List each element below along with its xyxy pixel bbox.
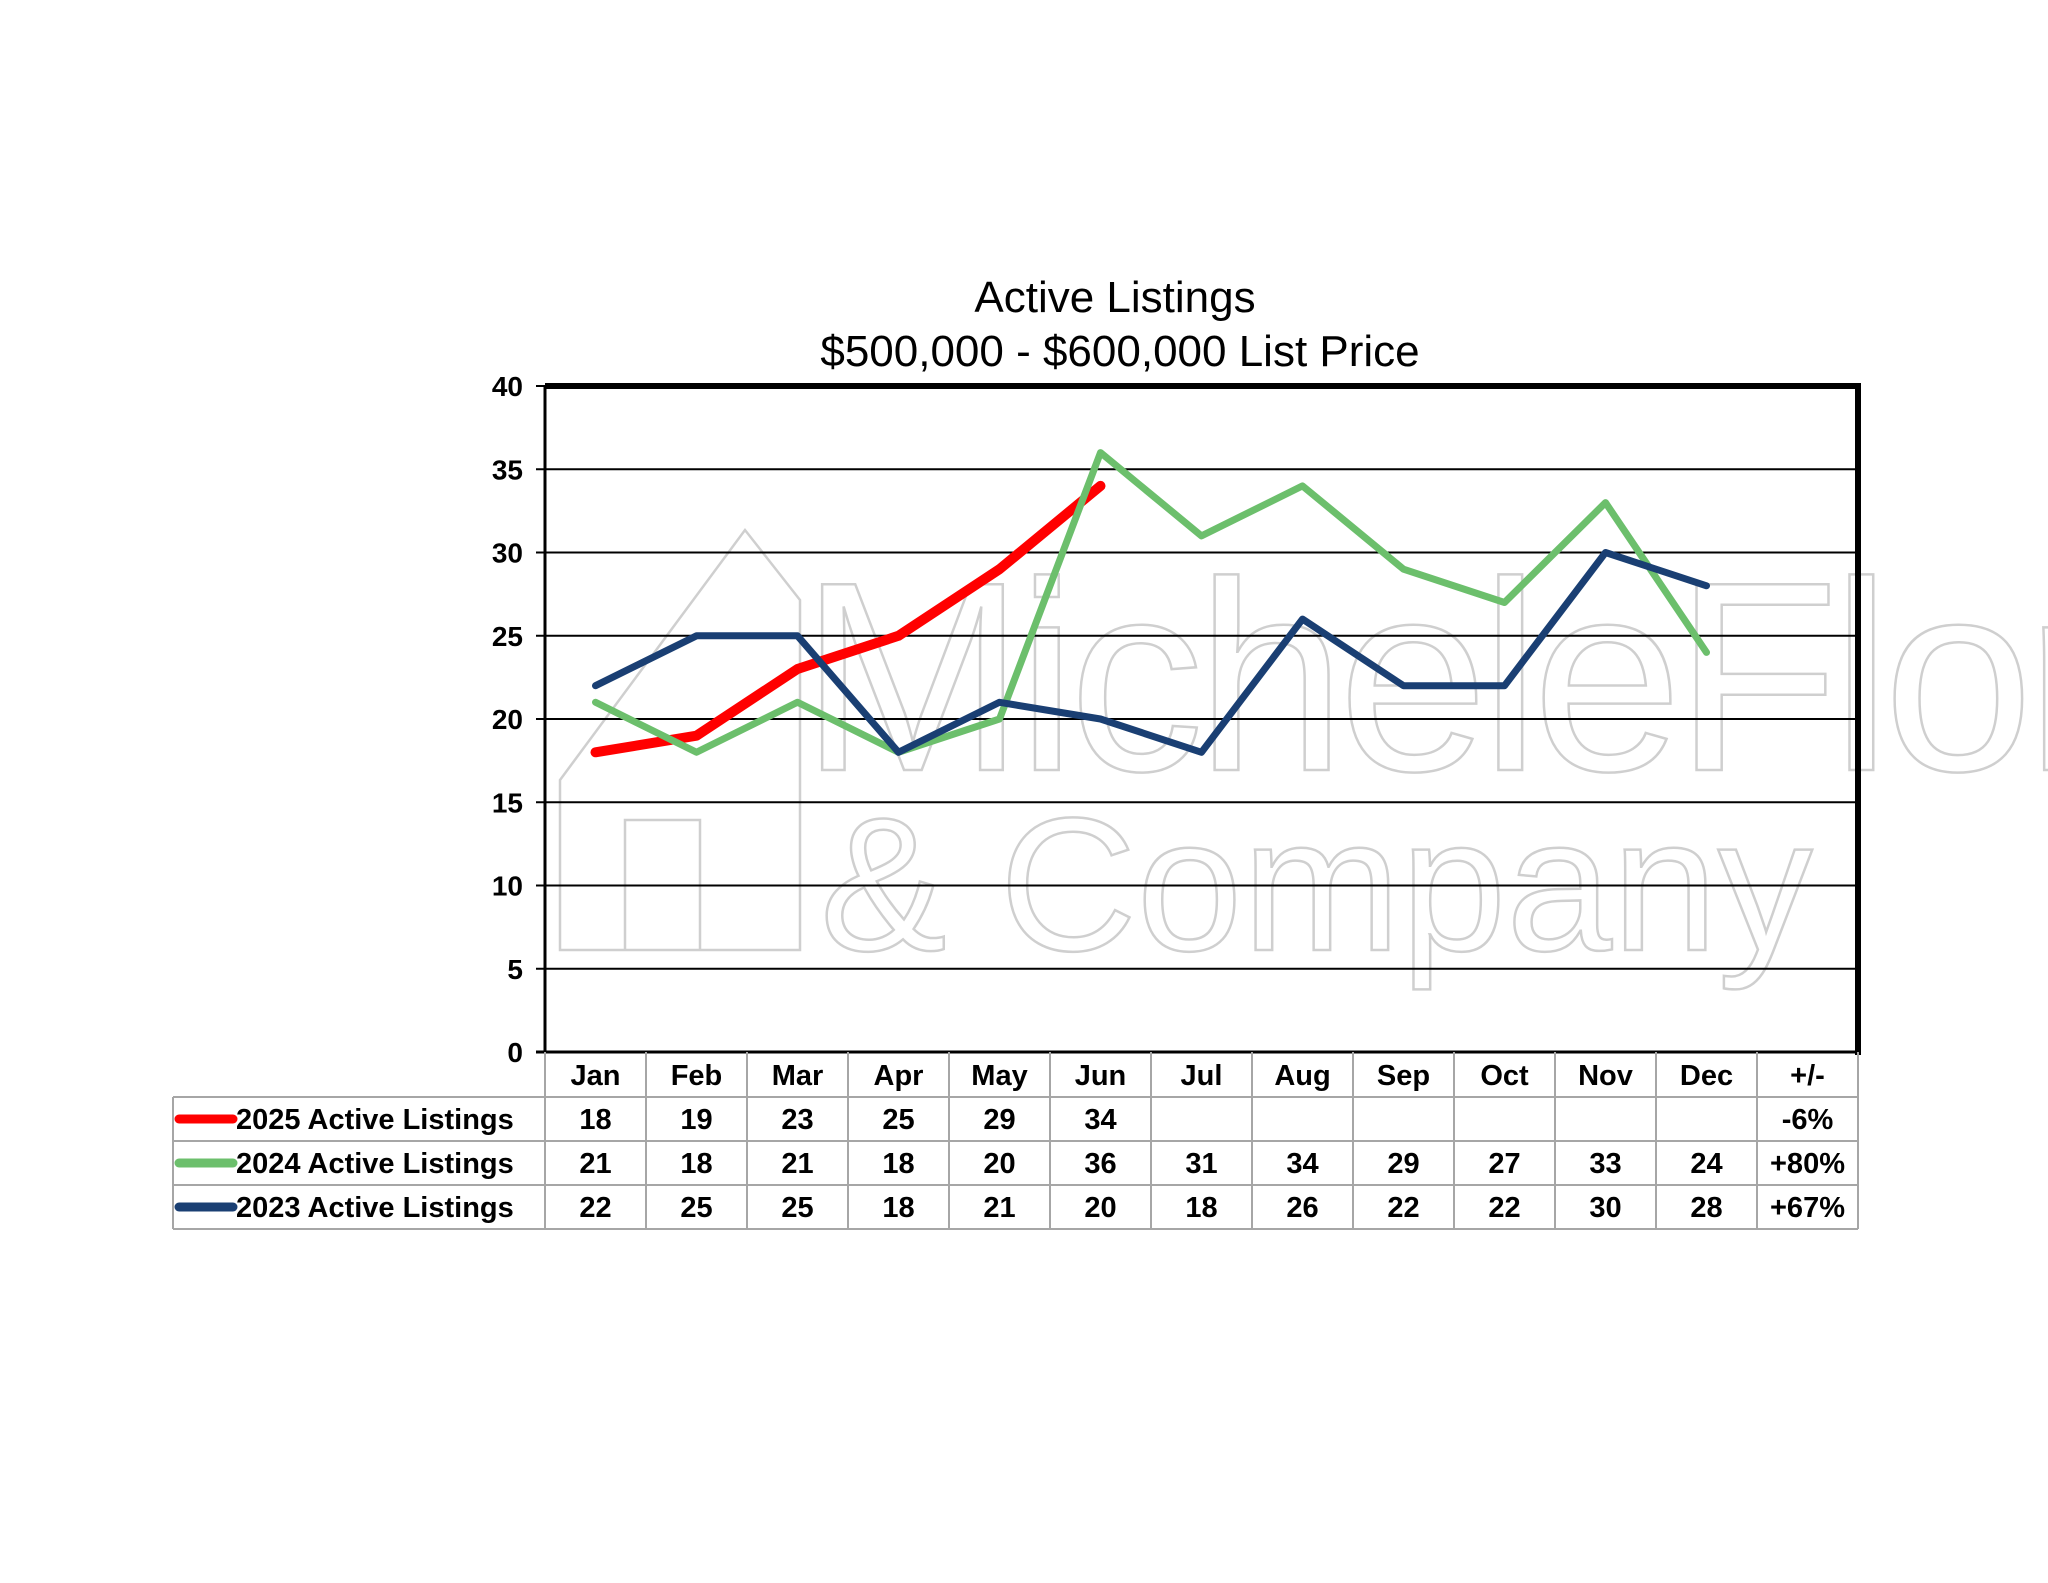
data-label: 33 (1589, 1148, 1621, 1180)
x-category-label: Oct (1480, 1060, 1529, 1092)
y-axis: 0 5 10 15 20 25 30 35 40 (492, 371, 545, 1068)
y-tick-label: 30 (492, 538, 523, 569)
data-label: 22 (1387, 1192, 1419, 1224)
data-label: 20 (1084, 1192, 1116, 1224)
y-tick-label: 0 (507, 1037, 523, 1068)
series-line-1 (592, 449, 1710, 756)
y-tick-label: 40 (492, 371, 523, 402)
data-label: 18 (1185, 1192, 1217, 1224)
change-value: +80% (1770, 1148, 1845, 1180)
data-label: 36 (1084, 1148, 1116, 1180)
y-tick-label: 5 (507, 954, 523, 985)
table-row: 2023 Active Listings 22 25 25 18 21 20 18 26 22 22… (174, 1192, 1845, 1224)
legend-label: 2024 Active Listings (236, 1148, 514, 1180)
data-table: Jan Feb Mar Apr May Jun Jul Aug Sep Oct Nov Dec +/- 2… (172, 1052, 1859, 1230)
data-label: 18 (680, 1148, 712, 1180)
x-category-label: Sep (1377, 1060, 1430, 1092)
watermark-house-icon (558, 527, 802, 952)
x-category-label: May (971, 1060, 1027, 1092)
data-label: 30 (1589, 1192, 1621, 1224)
change-value: -6% (1782, 1104, 1834, 1136)
data-label: 19 (680, 1104, 712, 1136)
data-label: 29 (983, 1104, 1015, 1136)
chart-title: Active Listings (974, 273, 1255, 322)
data-label: 21 (983, 1192, 1015, 1224)
x-category-label: Aug (1274, 1060, 1330, 1092)
x-category-label: Dec (1680, 1060, 1733, 1092)
data-label: 18 (882, 1148, 914, 1180)
data-label: 26 (1286, 1192, 1318, 1224)
data-label: 28 (1690, 1192, 1722, 1224)
series-lines (590, 449, 1710, 758)
data-label: 22 (1488, 1192, 1520, 1224)
data-label: 25 (882, 1104, 914, 1136)
change-column-header: +/- (1790, 1060, 1825, 1092)
table-row: 2024 Active Listings 21 18 21 18 20 36 31 34 29 27… (174, 1148, 1845, 1180)
legend-label: 2025 Active Listings (236, 1104, 514, 1136)
data-label: 23 (781, 1104, 813, 1136)
data-label: 25 (680, 1192, 712, 1224)
y-tick-label: 35 (492, 454, 523, 485)
data-label: 29 (1387, 1148, 1419, 1180)
data-label: 21 (579, 1148, 611, 1180)
data-label: 21 (781, 1148, 813, 1180)
series-line-2 (592, 549, 1710, 756)
series-line-0 (590, 480, 1106, 758)
data-label: 34 (1286, 1148, 1318, 1180)
x-category-label: Apr (874, 1060, 924, 1092)
x-category-label: Jan (571, 1060, 621, 1092)
data-label: 18 (579, 1104, 611, 1136)
table-row: 2025 Active Listings 18 19 23 25 29 34 -6% (174, 1104, 1834, 1136)
x-category-label: Nov (1578, 1060, 1633, 1092)
x-category-label: Mar (772, 1060, 824, 1092)
legend-label: 2023 Active Listings (236, 1192, 514, 1224)
y-tick-label: 10 (492, 871, 523, 902)
data-label: 34 (1084, 1104, 1116, 1136)
data-label: 24 (1690, 1148, 1722, 1180)
x-category-label: Jul (1181, 1060, 1223, 1092)
y-tick-label: 20 (492, 704, 523, 735)
data-label: 27 (1488, 1148, 1520, 1180)
change-value: +67% (1770, 1192, 1845, 1224)
data-label: 31 (1185, 1148, 1217, 1180)
data-label: 20 (983, 1148, 1015, 1180)
chart-subtitle: $500,000 - $600,000 List Price (820, 327, 1419, 376)
data-label: 22 (579, 1192, 611, 1224)
watermark: MicheleFlory & Company (558, 526, 2048, 992)
data-label: 25 (781, 1192, 813, 1224)
x-category-label: Jun (1075, 1060, 1127, 1092)
plot-frame (536, 383, 1861, 1055)
y-tick-label: 15 (492, 787, 523, 818)
y-tick-label: 25 (492, 621, 523, 652)
x-category-label: Feb (671, 1060, 723, 1092)
data-label: 18 (882, 1192, 914, 1224)
